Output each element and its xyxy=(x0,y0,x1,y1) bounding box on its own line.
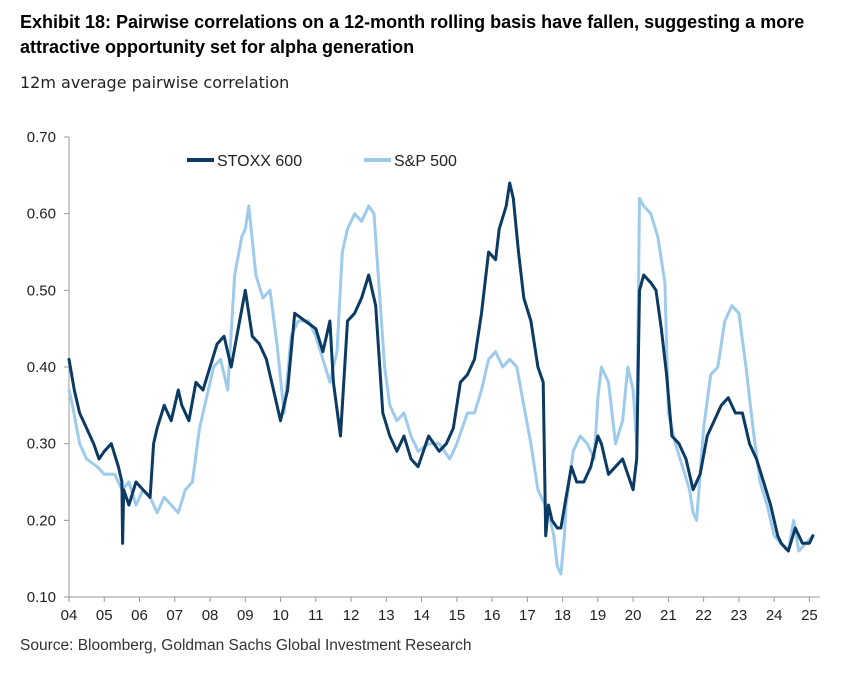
x-tick-label: 20 xyxy=(625,607,642,624)
series-line-stoxx-600 xyxy=(67,181,815,553)
x-tick-label: 17 xyxy=(519,607,536,624)
source-note: Source: Bloomberg, Goldman Sachs Global … xyxy=(20,637,472,654)
y-tick-label: 0.20 xyxy=(27,512,56,529)
x-tick-label: 08 xyxy=(202,607,219,624)
y-axis-ticks: 0.10 0.20 0.30 0.40 0.50 0.60 0.70 xyxy=(27,129,69,606)
x-tick-label: 09 xyxy=(237,607,254,624)
x-tick-label: 07 xyxy=(166,607,183,624)
y-tick-label: 0.30 xyxy=(27,436,56,453)
chart-axes xyxy=(68,137,820,598)
x-tick-label: 16 xyxy=(484,607,501,624)
legend-label: S&P 500 xyxy=(394,153,457,170)
x-tick-label: 13 xyxy=(378,607,395,624)
x-axis-ticks: 04 05 06 07 08 09 10 11 12 13 14 15 16 17 18 19 20 21 22 23… xyxy=(61,597,818,624)
y-tick-label: 0.60 xyxy=(27,206,56,223)
x-tick-label: 19 xyxy=(590,607,607,624)
x-tick-label: 14 xyxy=(413,607,430,624)
x-tick-label: 05 xyxy=(96,607,113,624)
chart-legend: STOXX 600 S&P 500 xyxy=(187,153,457,170)
x-tick-label: 15 xyxy=(448,607,465,624)
chart-title: Exhibit 18: Pairwise correlations on a 1… xyxy=(20,12,805,57)
chart-series xyxy=(67,181,815,576)
legend-label: STOXX 600 xyxy=(217,153,302,170)
x-tick-label: 06 xyxy=(131,607,148,624)
x-tick-label: 04 xyxy=(61,607,78,624)
x-tick-label: 25 xyxy=(801,607,818,624)
x-tick-label: 24 xyxy=(766,607,783,624)
y-tick-label: 0.70 xyxy=(27,129,56,146)
x-tick-label: 10 xyxy=(272,607,289,624)
x-tick-label: 11 xyxy=(308,607,324,624)
x-tick-label: 23 xyxy=(731,607,748,624)
x-tick-label: 18 xyxy=(554,607,571,624)
y-tick-label: 0.10 xyxy=(27,589,56,606)
series-line-s-p-500 xyxy=(67,196,815,576)
x-tick-label: 21 xyxy=(660,607,677,624)
y-tick-label: 0.40 xyxy=(27,359,56,376)
x-tick-label: 22 xyxy=(695,607,712,624)
x-tick-label: 12 xyxy=(343,607,360,624)
chart-subtitle: 12m average pairwise correlation xyxy=(20,73,290,92)
y-tick-label: 0.50 xyxy=(27,282,56,299)
